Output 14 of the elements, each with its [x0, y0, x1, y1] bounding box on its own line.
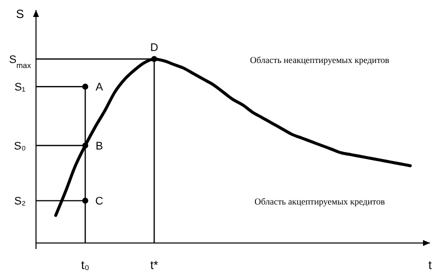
x-tick-label: t₀: [81, 258, 90, 272]
y-axis-title: S: [16, 7, 24, 21]
x-tick-label: t*: [150, 258, 159, 272]
annotation: Область акцептируемых кредитов: [254, 196, 385, 207]
annotation: C: [95, 196, 104, 208]
ref-line-label: S$_{max}$: [9, 54, 32, 70]
annotation: Область неакцептируемых кредитов: [250, 55, 390, 65]
x-axis-title: t: [428, 258, 432, 272]
annotation: D: [150, 42, 158, 54]
annotation: B: [96, 140, 103, 152]
ref-line-label: S₁: [14, 82, 26, 94]
annotation: A: [96, 82, 104, 94]
ref-line-label: S₀: [14, 140, 26, 152]
ref-line-label: S₂: [14, 196, 26, 208]
